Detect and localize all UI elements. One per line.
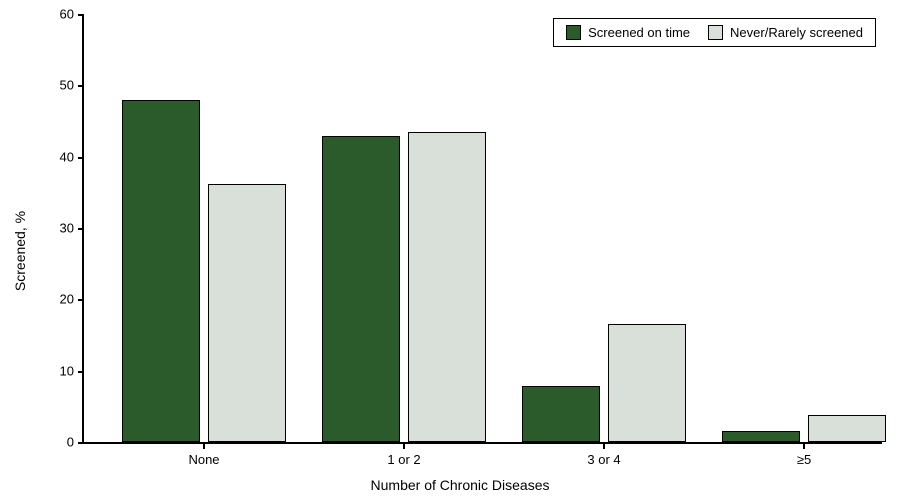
y-tick-label: 20 xyxy=(60,292,84,307)
legend-item-never-rarely: Never/Rarely screened xyxy=(708,25,863,40)
y-tick-label: 40 xyxy=(60,149,84,164)
y-tick-label: 10 xyxy=(60,363,84,378)
bar xyxy=(608,324,686,442)
y-tick-label: 60 xyxy=(60,7,84,22)
legend-swatch-icon xyxy=(566,25,581,40)
legend-item-screened-on-time: Screened on time xyxy=(566,25,690,40)
x-tick xyxy=(603,442,605,449)
y-tick-label: 30 xyxy=(60,221,84,236)
legend-swatch-icon xyxy=(708,25,723,40)
bar xyxy=(722,431,800,442)
x-tick xyxy=(803,442,805,449)
y-axis-title: Screened, % xyxy=(12,210,28,290)
legend-label: Screened on time xyxy=(588,25,690,40)
x-axis-title: Number of Chronic Diseases xyxy=(371,477,550,493)
y-tick-label: 0 xyxy=(67,435,84,450)
x-tick xyxy=(403,442,405,449)
bar xyxy=(322,136,400,442)
bar xyxy=(808,415,886,442)
legend-label: Never/Rarely screened xyxy=(730,25,863,40)
bar xyxy=(122,100,200,442)
bar xyxy=(522,386,600,442)
x-tick-label: 1 or 2 xyxy=(387,452,420,467)
chart-container: Screened, % 0102030405060None1 or 23 or … xyxy=(0,0,920,501)
x-tick-label: None xyxy=(188,452,219,467)
x-tick-label: 3 or 4 xyxy=(587,452,620,467)
legend: Screened on time Never/Rarely screened xyxy=(553,18,876,47)
bar xyxy=(208,184,286,442)
plot-area: 0102030405060None1 or 23 or 4≥5 xyxy=(82,14,882,444)
x-tick xyxy=(203,442,205,449)
y-tick-label: 50 xyxy=(60,78,84,93)
x-tick-label: ≥5 xyxy=(797,452,811,467)
bar xyxy=(408,132,486,442)
